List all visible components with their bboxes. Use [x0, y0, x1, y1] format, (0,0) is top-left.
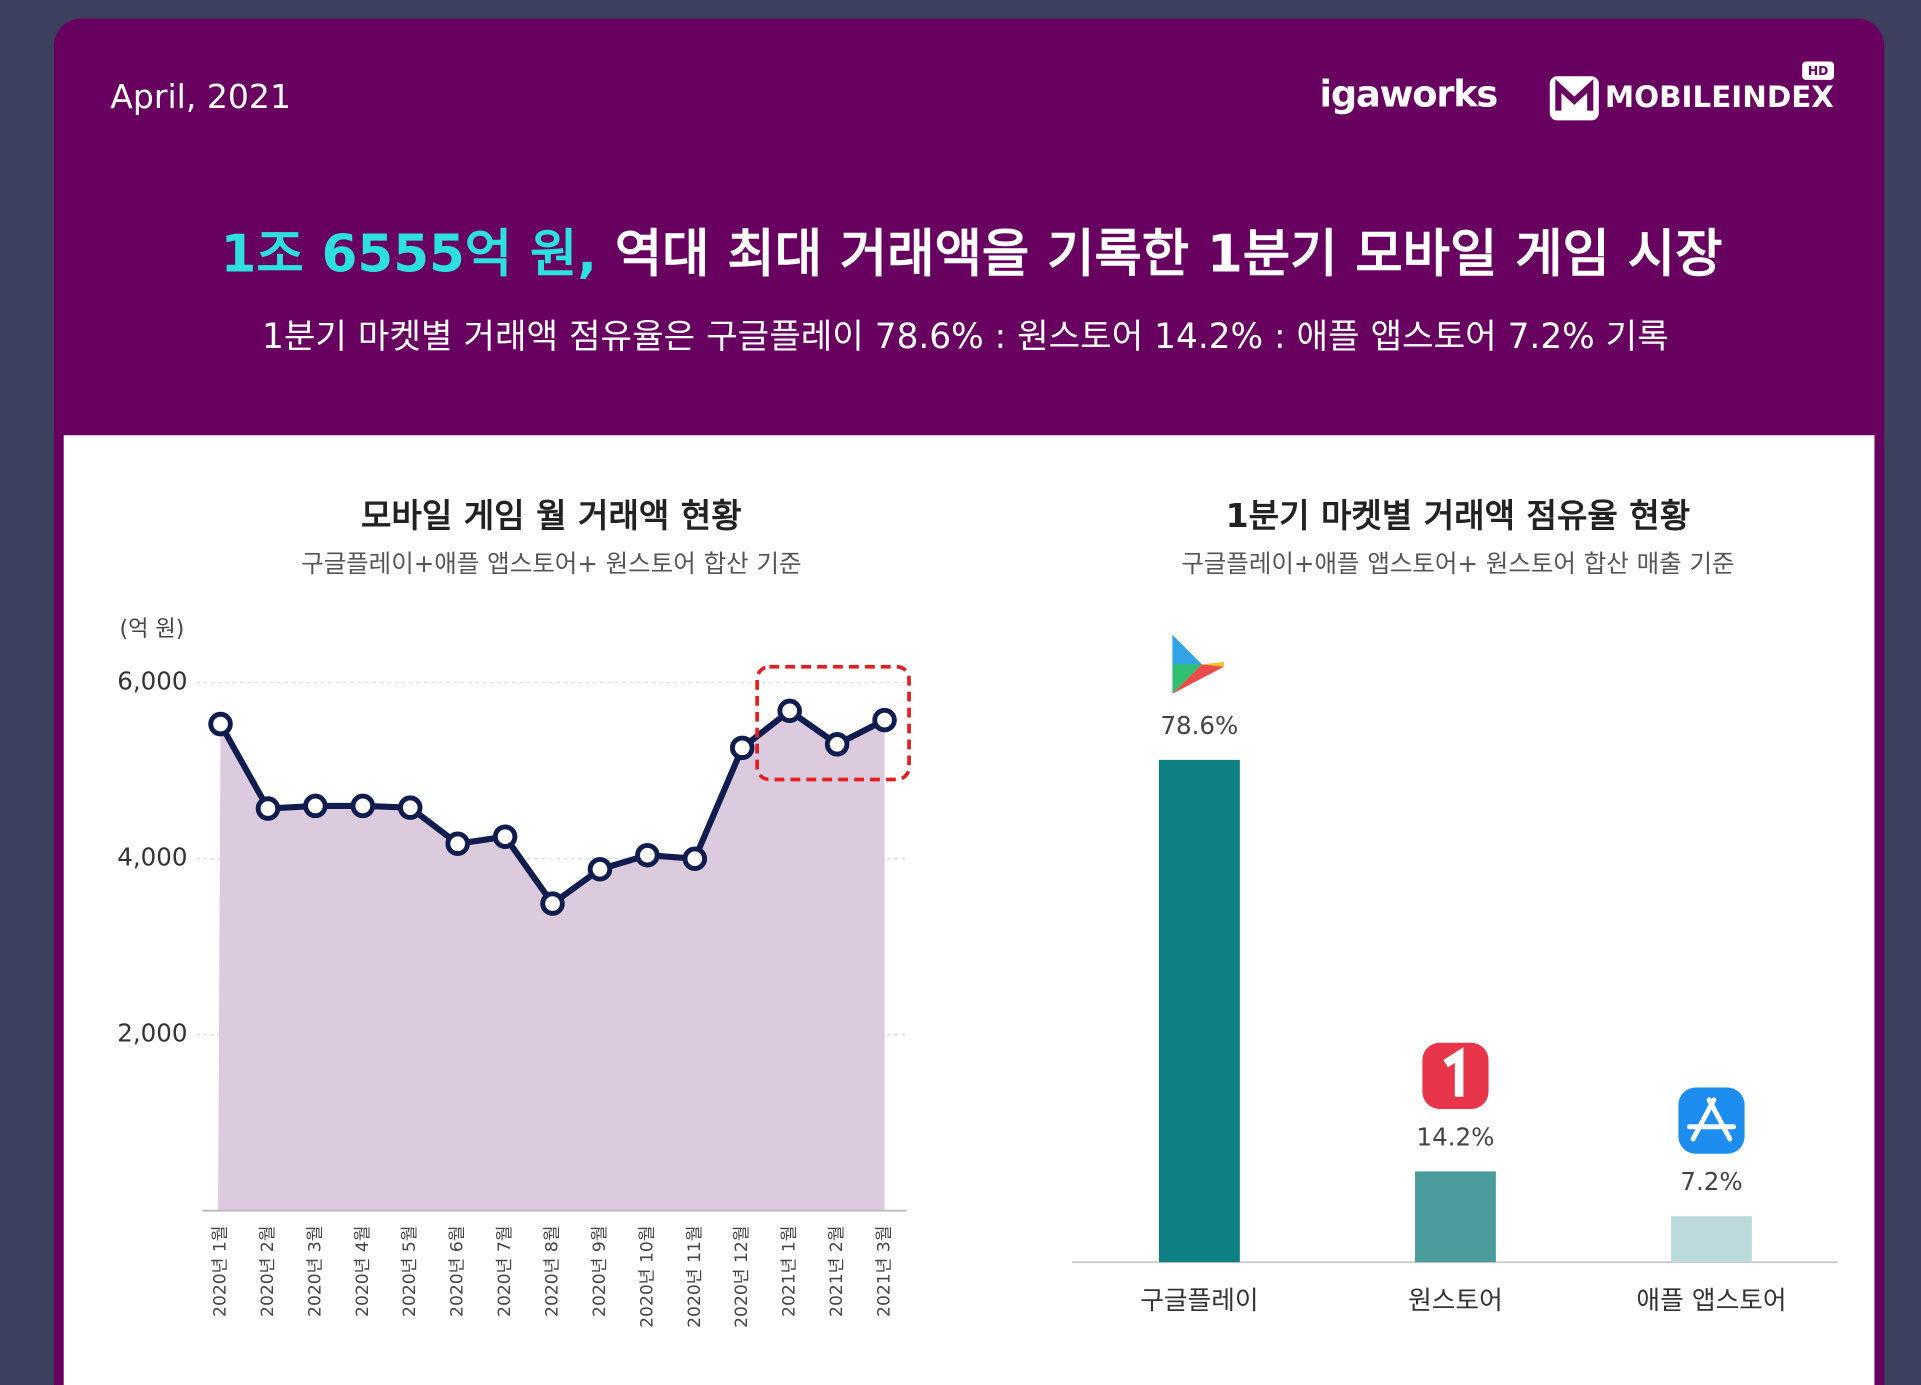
x-tick-label: 구글플레이 [1140, 1286, 1258, 1316]
marker [777, 698, 802, 724]
date: April, 2021 [110, 77, 291, 116]
marker [492, 824, 518, 849]
x-tick-label: 2020년 6월 [448, 1225, 468, 1317]
icon-play-yellow [1201, 661, 1224, 667]
icon-appstore [1678, 1087, 1745, 1154]
product-badge: HD [1808, 64, 1828, 78]
marker [303, 793, 328, 819]
marker [824, 732, 850, 757]
bar-chart-title: 1분기 마켓별 거래액 점유율 현황 [1226, 496, 1690, 535]
bar [1158, 759, 1240, 1263]
x-tick-label: 2020년 7월 [495, 1225, 515, 1317]
marker [350, 793, 376, 819]
x-tick-label: 2020년 10월 [637, 1225, 657, 1327]
highlight-box [755, 664, 911, 782]
brand: igaworks [1320, 72, 1498, 115]
y-tick-label: 6,000 [117, 667, 187, 696]
icon-appstore-glyph [1687, 1097, 1737, 1142]
x-tick-label: 2020년 11월 [685, 1225, 705, 1327]
line-chart-subtitle: 구글플레이+애플 앱스토어+ 원스토어 합산 기준 [301, 549, 801, 578]
headline-highlight: 1조 6555억 원, [221, 225, 597, 285]
marker [682, 846, 708, 871]
x-tick-label: 2020년 2월 [258, 1225, 278, 1317]
y-axis-label: (억 원) [120, 617, 185, 642]
marker [587, 857, 613, 882]
bar [1671, 1216, 1752, 1263]
headline-rest: 역대 최대 거래액을 기록한 1분기 모바일 게임 시장 [597, 225, 1723, 285]
bar-chart: 78.6% 구글플레이 14.2% 원스토어 7.2% 애플 앱스토어 [1071, 634, 1838, 1316]
headline: 1조 6555억 원, 역대 최대 거래액을 기록한 1분기 모바일 게임 시장 [221, 225, 1723, 285]
x-tick-label: 2020년 9월 [590, 1225, 610, 1317]
marker [635, 842, 660, 868]
badge [1802, 61, 1835, 80]
marker [872, 707, 897, 733]
value-label: 7.2% [1680, 1167, 1742, 1196]
icon-onestore-glyph [1443, 1047, 1464, 1097]
area [218, 710, 885, 1211]
bar [1415, 1171, 1496, 1263]
marker [730, 735, 755, 761]
x-tick-label: 2020년 1월 [211, 1225, 231, 1317]
product: MOBILEINDEX [1605, 80, 1834, 114]
line-chart-title: 모바일 게임 월 거래액 현황 [361, 496, 742, 535]
bar-chart-subtitle: 구글플레이+애플 앱스토어+ 원스토어 합산 매출 기준 [1181, 549, 1734, 578]
icon-play-red [1172, 664, 1224, 694]
x-tick-label: 애플 앱스토어 [1636, 1286, 1786, 1316]
x-tick-label: 2020년 5월 [400, 1225, 420, 1317]
icon-play-blue [1172, 634, 1202, 665]
value-label: 14.2% [1417, 1122, 1495, 1151]
m-logo-glyph [1555, 79, 1594, 111]
x-tick-label: 원스토어 [1408, 1286, 1503, 1316]
y-tick-label: 2,000 [117, 1019, 187, 1048]
marker [397, 795, 423, 820]
line-chart: 2,000 4,000 6,000 2020년 1월 2020년 2월 2020년 3월 2… [117, 667, 910, 1328]
marker [540, 891, 565, 916]
x-tick-label: 2020년 4월 [353, 1225, 373, 1317]
x-tick-label: 2020년 12월 [732, 1225, 752, 1327]
marker [208, 711, 233, 737]
marker [445, 831, 470, 856]
x-tick-label: 2020년 8월 [543, 1225, 563, 1317]
y-tick-label: 4,000 [117, 843, 187, 872]
x-tick-label: 2021년 2월 [827, 1225, 847, 1317]
x-tick-label: 2021년 1월 [780, 1225, 800, 1317]
subtitle: 1분기 마켓별 거래액 점유율은 구글플레이 78.6% : 원스토어 14.2… [262, 317, 1669, 357]
marker [255, 796, 281, 821]
x-tick-label: 2020년 3월 [305, 1225, 325, 1317]
x-tick-label: 2021년 3월 [875, 1225, 895, 1317]
value-label: 78.6% [1160, 711, 1238, 740]
